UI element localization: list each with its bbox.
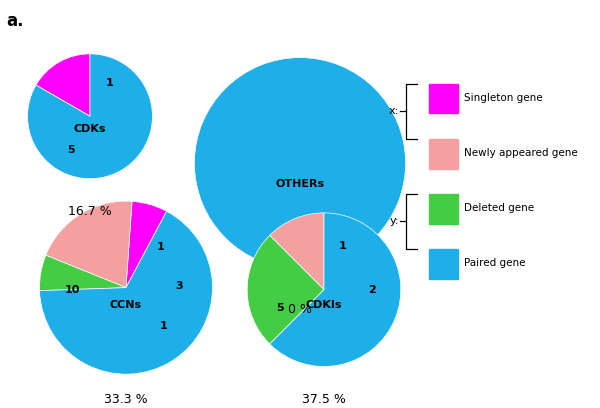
Text: y:: y: (389, 216, 399, 226)
Text: 3: 3 (176, 281, 184, 291)
Text: 1: 1 (157, 242, 164, 252)
Text: 0 %: 0 % (288, 303, 312, 316)
Wedge shape (40, 211, 212, 374)
Text: OTHERs: OTHERs (275, 180, 325, 189)
Wedge shape (40, 255, 126, 290)
Wedge shape (269, 213, 401, 366)
Wedge shape (269, 213, 324, 290)
Text: CCNs: CCNs (110, 300, 142, 310)
Text: CDKIs: CDKIs (306, 300, 342, 310)
Text: Singleton gene: Singleton gene (464, 93, 542, 103)
Text: 16.7 %: 16.7 % (68, 205, 112, 218)
Text: Deleted gene: Deleted gene (464, 203, 534, 213)
Wedge shape (46, 201, 132, 288)
Text: CDKs: CDKs (74, 124, 106, 134)
Wedge shape (28, 54, 152, 179)
Text: 37.5 %: 37.5 % (302, 393, 346, 406)
Text: Newly appeared gene: Newly appeared gene (464, 148, 578, 158)
Text: 5: 5 (276, 303, 284, 313)
Text: 11: 11 (292, 224, 308, 234)
Text: 1: 1 (106, 78, 113, 88)
Wedge shape (247, 235, 324, 344)
Text: a.: a. (6, 12, 23, 30)
Wedge shape (126, 202, 167, 288)
Text: 10: 10 (65, 284, 80, 295)
Wedge shape (194, 58, 406, 269)
Text: x:: x: (389, 106, 399, 116)
Text: 5: 5 (67, 145, 74, 155)
Wedge shape (36, 54, 90, 116)
Text: 1: 1 (160, 321, 167, 331)
Text: 33.3 %: 33.3 % (104, 393, 148, 406)
Text: Paired gene: Paired gene (464, 258, 526, 268)
Text: 2: 2 (368, 285, 376, 295)
Text: 1: 1 (338, 241, 346, 251)
